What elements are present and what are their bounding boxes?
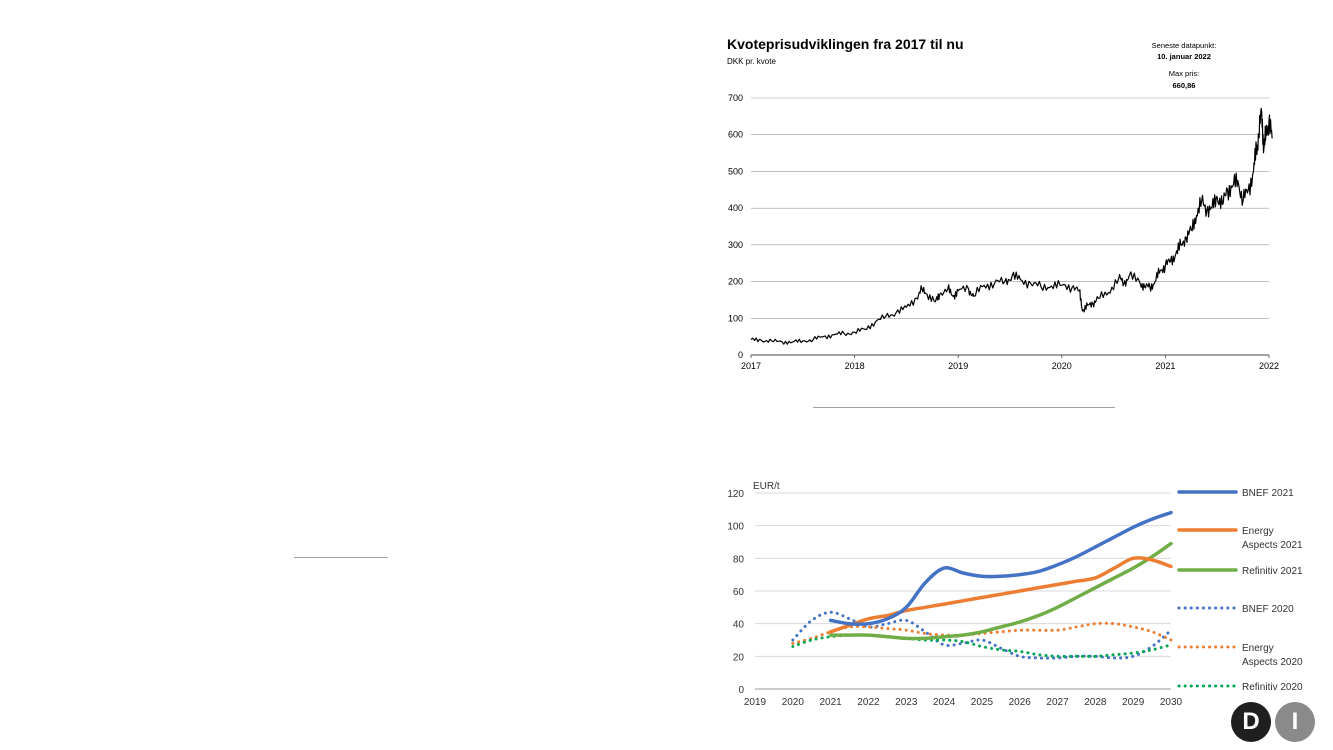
series-refinitiv-2020 [791, 633, 1173, 658]
x-tick-2020: 2020 [1052, 361, 1072, 371]
x-axis-ticks: 2019 2020 2021 2022 2023 2024 2025 2026 2027 2028… [744, 697, 1183, 708]
series-energy-aspects-2021 [828, 556, 1173, 634]
y-tick-700: 700 [728, 93, 743, 103]
x-tick-2019: 2019 [744, 697, 767, 708]
legend-label-line1: Energy [1242, 643, 1274, 654]
latest-datapoint-value: 10. januar 2022 [1157, 52, 1211, 61]
x-tick-2021: 2021 [820, 697, 843, 708]
y-tick-600: 600 [728, 130, 743, 140]
y-axis-ticks: 0 100 200 300 400 500 600 700 [728, 93, 743, 360]
y-tick-400: 400 [728, 203, 743, 213]
y-tick-80: 80 [733, 554, 745, 565]
legend-item-refinitiv-2021: Refinitiv 2021 [1177, 566, 1303, 577]
legend: BNEF 2021 Energy Aspects 2021 Refinitiv 202… [1177, 488, 1303, 693]
x-tick-2025: 2025 [971, 697, 994, 708]
x-tick-2018: 2018 [845, 361, 865, 371]
x-tick-2019: 2019 [948, 361, 968, 371]
legend-label: Refinitiv 2020 [1242, 682, 1303, 693]
legend-label-line1: Energy [1242, 526, 1274, 537]
y-axis-label: EUR/t [753, 481, 780, 492]
y-tick-20: 20 [733, 652, 745, 663]
di-logo: D I [1231, 702, 1315, 742]
legend-item-refinitiv-2020: Refinitiv 2020 [1177, 682, 1303, 693]
x-tick-2028: 2028 [1084, 697, 1107, 708]
legend-item-bnef-2020: BNEF 2020 [1177, 604, 1294, 615]
x-tick-2017: 2017 [741, 361, 761, 371]
chart-title: Kvoteprisudviklingen fra 2017 til nu [727, 36, 964, 52]
logo-letter-i: I [1275, 702, 1315, 742]
x-tick-2030: 2030 [1160, 697, 1183, 708]
divider-line-left [294, 557, 388, 558]
legend-label: Refinitiv 2021 [1242, 566, 1303, 577]
series-bnef-2021 [828, 510, 1173, 626]
series-kvotepris [750, 107, 1273, 345]
legend-label: BNEF 2020 [1242, 604, 1294, 615]
x-tick-2024: 2024 [933, 697, 956, 708]
gridlines [755, 492, 1171, 690]
y-tick-120: 120 [727, 489, 744, 500]
series-bnef-2020 [791, 610, 1173, 660]
legend-item-energy-aspects-2020: Energy Aspects 2020 [1177, 643, 1303, 668]
price-history-chart: Kvoteprisudviklingen fra 2017 til nu DKK… [727, 36, 1279, 371]
x-tick-2026: 2026 [1009, 697, 1032, 708]
chart-subtitle: DKK pr. kvote [727, 57, 776, 66]
y-tick-100: 100 [727, 522, 744, 533]
y-tick-500: 500 [728, 166, 743, 176]
gridlines [751, 97, 1269, 356]
y-axis-ticks: 0 20 40 60 80 100 120 [727, 489, 744, 696]
legend-item-bnef-2021: BNEF 2021 [1177, 488, 1294, 499]
x-tick-2027: 2027 [1046, 697, 1069, 708]
x-tick-2022: 2022 [857, 697, 880, 708]
legend-label: BNEF 2021 [1242, 488, 1294, 499]
y-tick-0: 0 [738, 350, 743, 360]
series-lines [750, 107, 1273, 345]
y-tick-300: 300 [728, 240, 743, 250]
series-refinitiv-2021 [828, 541, 1173, 641]
x-tick-2021: 2021 [1155, 361, 1175, 371]
legend-item-energy-aspects-2021: Energy Aspects 2021 [1177, 526, 1303, 551]
legend-label-line2: Aspects 2021 [1242, 540, 1303, 551]
x-tick-2023: 2023 [895, 697, 918, 708]
latest-datapoint-label: Seneste datapunkt: [1152, 41, 1217, 50]
max-price-value: 660,86 [1173, 81, 1196, 90]
y-tick-40: 40 [733, 620, 745, 631]
divider-line-middle [813, 407, 1115, 408]
y-tick-60: 60 [733, 587, 745, 598]
y-tick-0: 0 [738, 685, 744, 696]
x-tick-2020: 2020 [782, 697, 805, 708]
max-price-label: Max pris: [1169, 69, 1199, 78]
y-tick-200: 200 [728, 277, 743, 287]
x-axis-ticks: 2017 2018 2019 2020 2021 2022 [741, 355, 1279, 371]
series-lines [791, 510, 1173, 660]
x-tick-2029: 2029 [1122, 697, 1145, 708]
y-tick-100: 100 [728, 313, 743, 323]
x-tick-2022: 2022 [1259, 361, 1279, 371]
logo-letter-d: D [1231, 702, 1271, 742]
legend-label-line2: Aspects 2020 [1242, 657, 1303, 668]
